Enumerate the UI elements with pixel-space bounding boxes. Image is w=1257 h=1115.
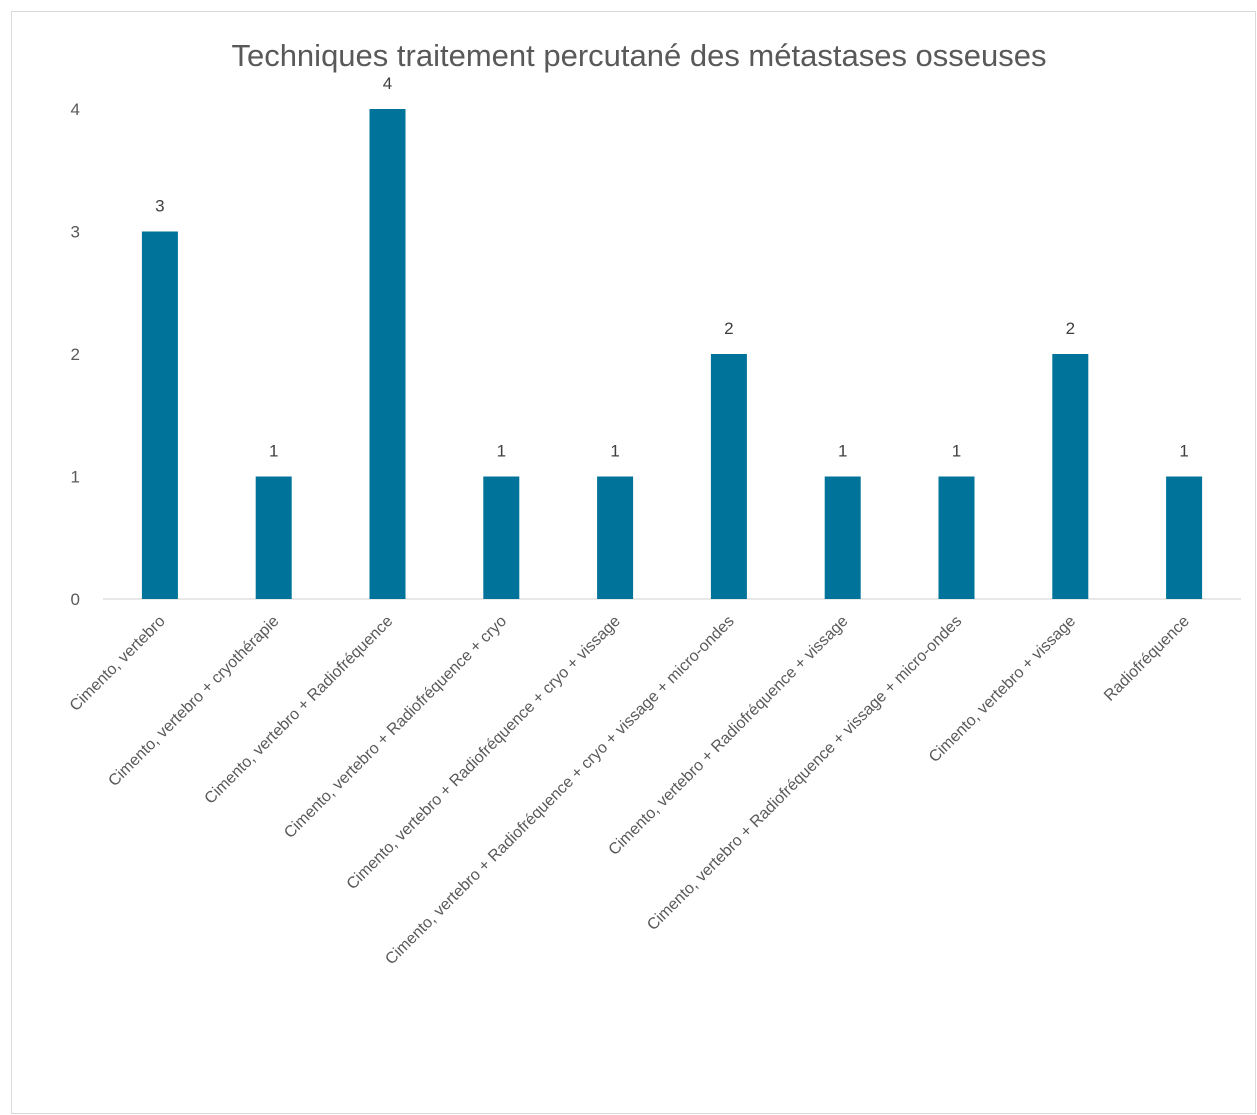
bar [824, 476, 861, 599]
bar [597, 476, 634, 599]
data-label: 2 [724, 319, 733, 338]
data-label: 1 [952, 442, 961, 461]
data-labels: 3 1 4 1 1 2 1 1 2 1 [155, 74, 1189, 461]
x-tick-label: Radiofréquence [1101, 613, 1193, 705]
x-tick-label: Cimento, vertebro + Radiofréquence + cry… [344, 613, 624, 893]
bar [938, 476, 975, 599]
bar [369, 109, 406, 599]
data-label: 1 [269, 442, 278, 461]
data-label: 1 [497, 442, 506, 461]
bar [1166, 476, 1203, 599]
bar [1052, 354, 1089, 599]
data-label: 2 [1066, 319, 1075, 338]
chart-frame [11, 11, 1256, 1114]
x-tick-label: Cimento, vertebro + Radiofréquence + cry… [281, 613, 510, 842]
bar-series [141, 109, 1203, 599]
chart-title: Techniques traitement percutané des méta… [231, 38, 1046, 73]
data-label: 3 [155, 197, 164, 216]
x-tick-label: Cimento, vertebro + Radiofréquence [202, 613, 397, 808]
data-label: 1 [1179, 442, 1188, 461]
y-tick-label: 0 [71, 590, 80, 609]
data-label: 1 [838, 442, 847, 461]
x-tick-label: Cimento, vertebro + Radiofréquence + vis… [606, 613, 852, 859]
bar [483, 476, 520, 599]
data-label: 1 [610, 442, 619, 461]
y-tick-label: 3 [71, 223, 80, 242]
y-tick-label: 2 [71, 345, 80, 364]
y-tick-label: 4 [71, 100, 80, 119]
y-tick-label: 1 [71, 468, 80, 487]
bar [141, 231, 178, 599]
bar [255, 476, 292, 599]
data-label: 4 [383, 74, 392, 93]
y-axis-ticks: 0 1 2 3 4 [71, 100, 80, 609]
x-tick-label: Cimento, vertebro [67, 613, 169, 715]
bar [710, 354, 747, 599]
